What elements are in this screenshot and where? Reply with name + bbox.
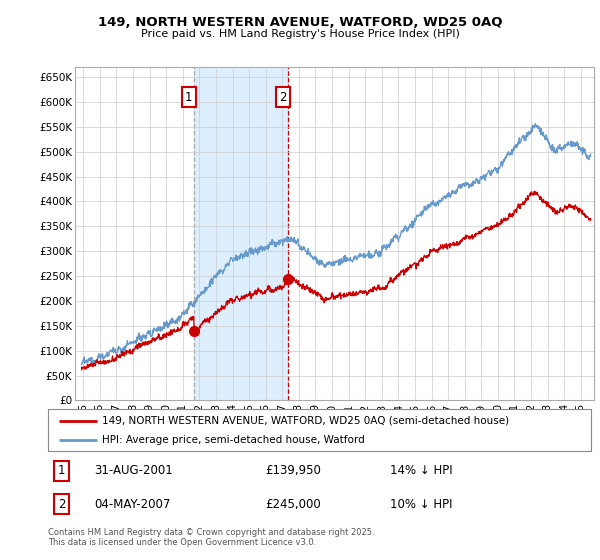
Text: 10% ↓ HPI: 10% ↓ HPI xyxy=(390,498,452,511)
Text: 31-AUG-2001: 31-AUG-2001 xyxy=(94,464,173,477)
Text: 1: 1 xyxy=(185,91,193,104)
Text: 149, NORTH WESTERN AVENUE, WATFORD, WD25 0AQ (semi-detached house): 149, NORTH WESTERN AVENUE, WATFORD, WD25… xyxy=(102,416,509,426)
Bar xyxy=(194,67,288,400)
Text: 2: 2 xyxy=(58,498,65,511)
Text: Price paid vs. HM Land Registry's House Price Index (HPI): Price paid vs. HM Land Registry's House … xyxy=(140,29,460,39)
Text: 2: 2 xyxy=(279,91,287,104)
Text: 1: 1 xyxy=(58,464,65,477)
Text: 149, NORTH WESTERN AVENUE, WATFORD, WD25 0AQ: 149, NORTH WESTERN AVENUE, WATFORD, WD25… xyxy=(98,16,502,29)
Text: Contains HM Land Registry data © Crown copyright and database right 2025.
This d: Contains HM Land Registry data © Crown c… xyxy=(48,528,374,547)
Text: 04-MAY-2007: 04-MAY-2007 xyxy=(94,498,170,511)
FancyBboxPatch shape xyxy=(48,409,591,451)
Text: 14% ↓ HPI: 14% ↓ HPI xyxy=(390,464,453,477)
Text: £139,950: £139,950 xyxy=(265,464,321,477)
Text: HPI: Average price, semi-detached house, Watford: HPI: Average price, semi-detached house,… xyxy=(102,435,365,445)
Text: £245,000: £245,000 xyxy=(265,498,321,511)
